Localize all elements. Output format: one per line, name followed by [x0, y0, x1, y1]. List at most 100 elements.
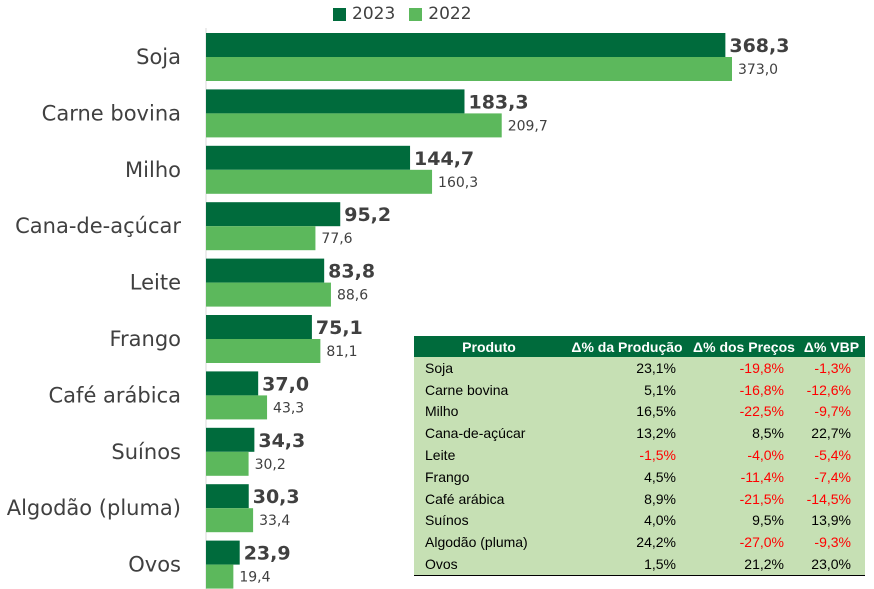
table-cell-product: Milho [414, 400, 564, 423]
table-row: Algodão (pluma) 24,2% -27,0% -9,3% [414, 531, 865, 554]
category-label: Soja [136, 45, 181, 69]
table-cell-value: 23,0% [798, 553, 865, 576]
table-row: Milho 16,5% -22,5% -9,7% [414, 400, 865, 423]
table-cell-value: -11,4% [690, 465, 798, 488]
table-cell-value: -1,5% [564, 444, 690, 466]
table-cell-value: 9,5% [690, 509, 798, 532]
table-row: Soja 23,1% -19,8% -1,3% [414, 357, 865, 379]
bar-2022 [206, 57, 732, 81]
bar-2022 [206, 564, 234, 589]
table-row: Suínos 4,0% 9,5% 13,9% [414, 509, 865, 532]
data-label-2023: 368,3 [729, 35, 789, 57]
table-cell-value: -27,0% [690, 531, 798, 554]
category-label: Café arábica [49, 383, 181, 407]
category-label: Suínos [111, 440, 181, 464]
table-header-row: Produto Δ% da Produção Δ% dos Preços Δ% … [414, 336, 865, 357]
bar-2022 [206, 226, 316, 251]
data-label-2023: 34,3 [258, 430, 305, 452]
table-cell-value: 16,5% [564, 400, 690, 423]
table-cell-product: Soja [414, 357, 564, 379]
table-row: Frango 4,5% -11,4% -7,4% [414, 465, 865, 488]
bar-2022 [206, 282, 331, 307]
header-precos: Δ% dos Preços [690, 336, 798, 357]
bar-2023 [206, 145, 411, 170]
bar-2023 [206, 540, 240, 565]
table-cell-product: Ovos [414, 553, 564, 576]
table-cell-value: -5,4% [798, 444, 865, 466]
data-label-2023: 183,3 [468, 91, 528, 113]
legend-item-2022: 2022 [409, 4, 472, 24]
table-cell-value: 8,5% [690, 422, 798, 445]
table-cell-value: -16,8% [690, 378, 798, 401]
bar-2023 [206, 427, 255, 452]
category-label: Milho [125, 158, 181, 182]
table-cell-product: Cana-de-açúcar [414, 422, 564, 445]
table-cell-value: -22,5% [690, 400, 798, 423]
category-label: Frango [109, 327, 181, 351]
table-cell-value: 24,2% [564, 531, 690, 554]
data-label-2022: 160,3 [438, 175, 478, 191]
table-cell-value: -12,6% [798, 378, 865, 401]
header-produto: Produto [414, 336, 564, 357]
data-label-2023: 75,1 [316, 317, 363, 339]
table-cell-value: 5,1% [564, 378, 690, 401]
table-cell-product: Algodão (pluma) [414, 531, 564, 554]
data-label-2022: 30,2 [255, 457, 286, 473]
table-cell-product: Suínos [414, 509, 564, 532]
data-label-2023: 95,2 [344, 204, 391, 226]
table-cell-value: -7,4% [798, 465, 865, 488]
table-cell-value: -9,7% [798, 400, 865, 423]
data-label-2023: 37,0 [262, 373, 309, 395]
data-label-2022: 88,6 [337, 288, 368, 304]
chart-legend: 2023 2022 [333, 4, 486, 24]
bar-2023 [206, 89, 465, 114]
table-cell-value: 22,7% [798, 422, 865, 445]
data-label-2022: 209,7 [508, 118, 548, 134]
table-cell-value: -19,8% [690, 357, 798, 379]
data-label-2022: 43,3 [273, 400, 304, 416]
data-label-2023: 30,3 [253, 486, 300, 508]
bar-2022 [206, 169, 433, 194]
table-cell-value: 13,9% [798, 509, 865, 532]
data-label-2022: 33,4 [259, 513, 290, 529]
bar-2022 [206, 339, 321, 363]
bar-2023 [206, 484, 249, 509]
table-cell-value: -4,0% [690, 444, 798, 466]
table-cell-value: -9,3% [798, 531, 865, 554]
table-cell-value: -14,5% [798, 487, 865, 510]
table-cell-value: -1,3% [798, 357, 865, 379]
data-label-2022: 19,4 [239, 570, 270, 586]
bar-2023 [206, 258, 325, 283]
table-cell-value: 4,5% [564, 465, 690, 488]
category-label: Cana-de-açúcar [15, 214, 181, 238]
legend-label-2022: 2022 [428, 4, 472, 24]
bar-2022 [206, 451, 249, 476]
table-row: Café arábica 8,9% -21,5% -14,5% [414, 487, 865, 510]
data-label-2022: 81,1 [326, 344, 357, 360]
bar-2022 [206, 113, 502, 138]
bar-2022 [206, 395, 268, 420]
table-cell-value: -21,5% [690, 487, 798, 510]
table-row: Leite -1,5% -4,0% -5,4% [414, 444, 865, 466]
table-cell-product: Leite [414, 444, 564, 466]
table-cell-value: 21,2% [690, 553, 798, 576]
data-label-2022: 77,6 [321, 231, 352, 247]
bar-2022 [206, 508, 254, 533]
category-label: Carne bovina [42, 101, 181, 125]
table-cell-value: 1,5% [564, 553, 690, 576]
table-cell-product: Carne bovina [414, 378, 564, 401]
legend-label-2023: 2023 [352, 4, 396, 24]
header-producao: Δ% da Produção [564, 336, 690, 357]
table-cell-value: 23,1% [564, 357, 690, 379]
data-label-2022: 373,0 [738, 62, 778, 78]
table-row: Ovos 1,5% 21,2% 23,0% [414, 553, 865, 576]
data-label-2023: 144,7 [414, 148, 474, 170]
legend-swatch-2023 [333, 7, 346, 21]
header-vbp: Δ% VBP [798, 336, 865, 357]
bar-2023 [206, 33, 726, 57]
table-cell-product: Café arábica [414, 487, 564, 510]
category-label: Leite [130, 271, 181, 295]
table-cell-product: Frango [414, 465, 564, 488]
table-row: Carne bovina 5,1% -16,8% -12,6% [414, 378, 865, 401]
